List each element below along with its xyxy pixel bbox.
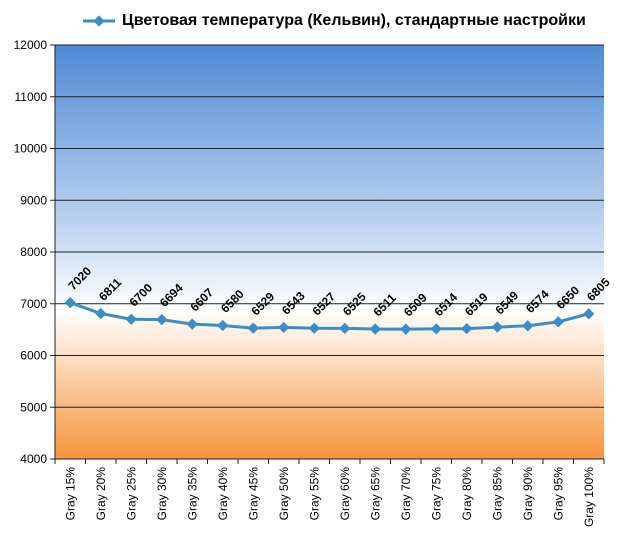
x-tick-label: Gray 70% [399, 467, 413, 521]
x-tick-label: Gray 35% [185, 467, 199, 521]
x-tick-label: Gray 60% [338, 467, 352, 521]
y-tick-label: 7000 [20, 297, 47, 311]
data-point [308, 322, 320, 334]
x-tick-label: Gray 50% [277, 467, 291, 521]
y-tick-label: 12000 [14, 38, 48, 52]
data-point [339, 322, 351, 334]
x-tick-label: Gray 100% [582, 467, 596, 527]
x-tick-label: Gray 75% [429, 467, 443, 521]
legend: Цветовая температура (Кельвин), стандарт… [82, 8, 586, 34]
data-point [552, 316, 564, 328]
x-tick-label: Gray 15% [63, 467, 77, 521]
x-tick-label: Gray 80% [460, 467, 474, 521]
data-point [522, 320, 534, 332]
x-tick-label: Gray 85% [490, 467, 504, 521]
data-point [583, 308, 595, 320]
x-tick-label: Gray 25% [124, 467, 138, 521]
y-tick-label: 10000 [14, 142, 48, 156]
x-tick-label: Gray 40% [216, 467, 230, 521]
data-point [430, 323, 442, 335]
y-tick-label: 4000 [20, 452, 47, 466]
data-point [461, 322, 473, 335]
data-point [491, 321, 503, 333]
x-tick-label: Gray 95% [551, 467, 565, 521]
y-tick-label: 6000 [20, 349, 47, 363]
legend-marker-icon [83, 15, 115, 27]
y-tick-label: 11000 [15, 90, 48, 104]
x-tick-label: Gray 45% [246, 467, 260, 521]
x-tick-label: Gray 55% [307, 467, 321, 521]
data-point [369, 323, 381, 335]
data-point [217, 319, 229, 332]
y-tick-label: 9000 [20, 193, 47, 207]
data-point [400, 323, 412, 335]
data-point [156, 313, 168, 326]
y-tick-label: 5000 [20, 400, 47, 414]
x-tick-label: Gray 65% [368, 467, 382, 521]
legend-series-name: Цветовая температура (Кельвин), стандарт… [122, 12, 586, 29]
data-point [278, 321, 290, 334]
data-point [247, 322, 259, 334]
x-tick-label: Gray 20% [94, 467, 108, 521]
x-tick-label: Gray 30% [155, 467, 169, 521]
data-point [186, 318, 198, 330]
x-tick-label: Gray 90% [521, 467, 535, 521]
y-tick-label: 8000 [20, 245, 47, 259]
